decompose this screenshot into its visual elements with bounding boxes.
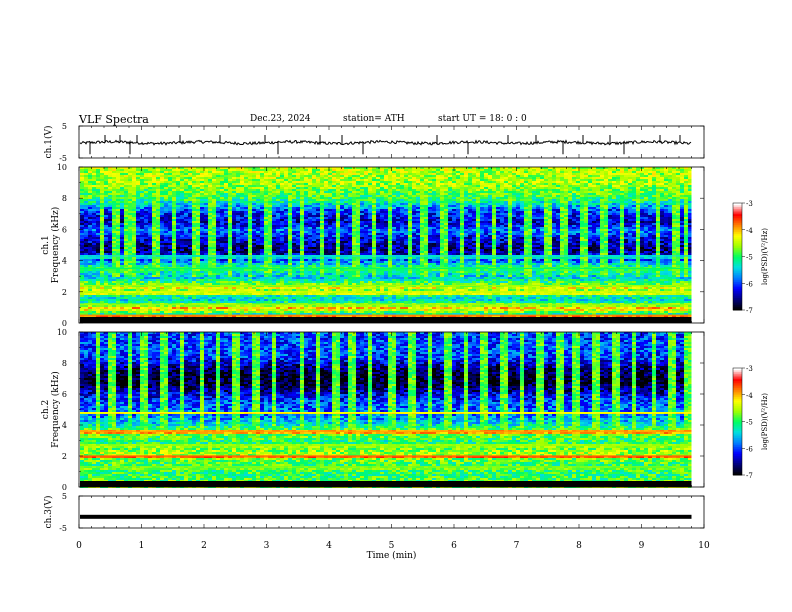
y-tick-label: 8 — [62, 359, 67, 368]
colorbar-tick-label: -3 — [746, 200, 753, 208]
y-tick-label: 8 — [62, 194, 67, 203]
colorbar-tick-label: -4 — [746, 392, 753, 400]
y-tick-label: 6 — [62, 225, 67, 234]
low-frequency-band — [80, 481, 692, 487]
x-tick-label: 5 — [389, 541, 395, 551]
blank-tail — [692, 332, 705, 487]
y-tick-label: 2 — [62, 452, 67, 461]
y-tick-label: 0 — [62, 483, 67, 492]
ch2-spectrogram-image — [80, 332, 704, 488]
y-axis-label-secondary: Frequency (kHz) — [50, 207, 61, 284]
x-tick-label: 10 — [698, 541, 710, 551]
colorbar-tick-label: -6 — [746, 445, 753, 453]
y-tick-label: -5 — [59, 524, 67, 533]
x-tick-label: 1 — [139, 541, 145, 551]
y-tick-label: 5 — [62, 492, 67, 501]
y-axis-label-secondary: Frequency (kHz) — [50, 371, 61, 448]
x-tick-label: 0 — [76, 541, 82, 551]
panel-frame — [79, 496, 704, 528]
y-tick-label: 4 — [62, 421, 67, 430]
blank-tail — [692, 167, 705, 323]
x-tick-label: 4 — [326, 541, 332, 551]
y-tick-label: 5 — [62, 122, 67, 131]
colorbar-tick-label: -7 — [746, 472, 753, 480]
x-tick-label: 7 — [514, 541, 520, 551]
colorbar-tick-label: -5 — [746, 419, 753, 427]
ch3-waveform-line — [80, 515, 692, 519]
colorbar-label: log(PSD)(V²/Hz) — [761, 228, 769, 285]
y-tick-label: 4 — [62, 257, 67, 266]
y-tick-label: 0 — [62, 319, 67, 328]
y-tick-label: -5 — [59, 154, 67, 163]
ch1-waveform-line — [80, 135, 691, 154]
y-axis-label: ch.1 — [41, 235, 51, 254]
x-tick-label: 3 — [264, 541, 270, 551]
low-frequency-band — [80, 317, 692, 323]
colorbar-tick-label: -4 — [746, 227, 753, 235]
y-tick-label: 2 — [62, 288, 67, 297]
colorbar-tick-label: -3 — [746, 365, 753, 373]
ch1-spectrogram-image — [80, 167, 704, 323]
y-tick-label: 6 — [62, 390, 67, 399]
y-axis-label: ch.1(V) — [43, 126, 54, 159]
x-axis-label: Time (min) — [367, 550, 417, 561]
x-tick-label: 8 — [576, 541, 582, 551]
x-tick-label: 6 — [451, 541, 457, 551]
x-tick-label: 2 — [201, 541, 207, 551]
y-tick-label: 10 — [57, 163, 67, 172]
x-tick-label: 9 — [639, 541, 645, 551]
y-axis-label: ch.3(V) — [43, 496, 54, 529]
y-axis-label: ch.2 — [41, 400, 51, 419]
colorbar-tick-label: -6 — [746, 280, 753, 288]
colorbar-label: log(PSD)(V²/Hz) — [761, 393, 769, 450]
colorbar-tick-label: -5 — [746, 254, 753, 262]
colorbar-tick-label: -7 — [746, 307, 753, 315]
y-tick-label: 10 — [57, 328, 67, 337]
